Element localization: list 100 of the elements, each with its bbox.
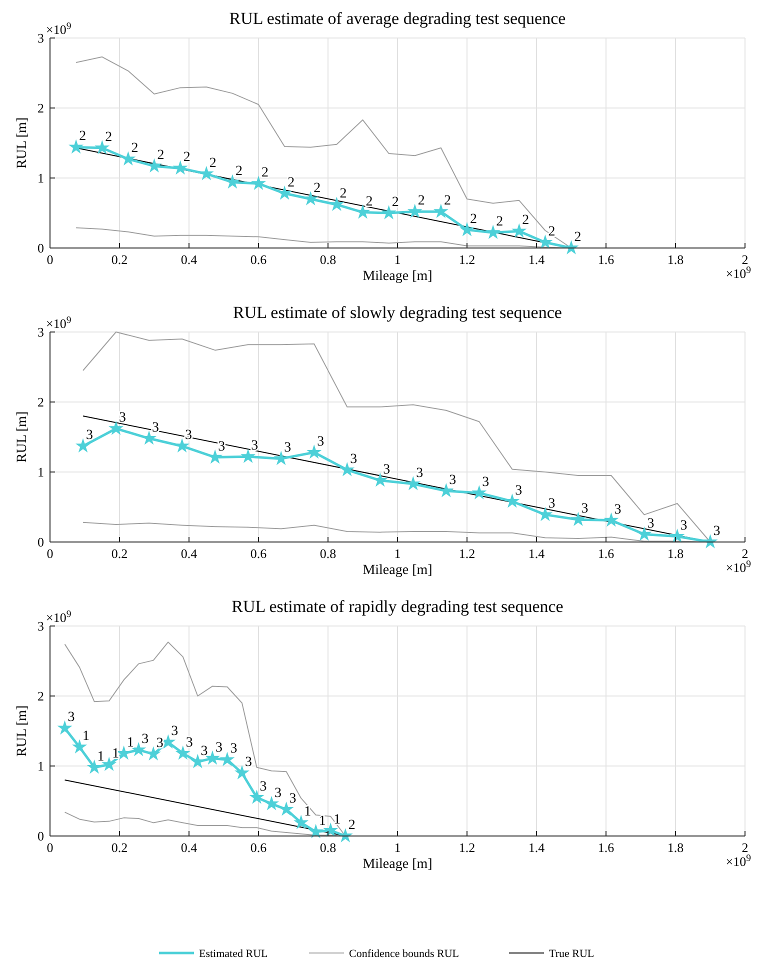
point [433, 204, 448, 218]
y-tick-label: 2 [38, 394, 44, 410]
annotation: 2 [548, 224, 556, 240]
y-tick-label: 1 [38, 464, 44, 480]
x-tick-label: 2 [742, 840, 748, 855]
legend-label: Confidence bounds RUL [349, 948, 460, 960]
x-tick-label: 0.4 [180, 840, 198, 855]
y-tick-label: 0 [38, 534, 44, 550]
annotation: 2 [496, 214, 504, 230]
text: ×10$^{9}$ [726, 852, 752, 869]
annotation: 1 [334, 812, 341, 828]
point [604, 512, 619, 527]
x-tick-label: 1 [394, 840, 401, 855]
point [538, 234, 553, 249]
point [264, 796, 280, 810]
point [381, 205, 396, 220]
annotation: 2 [392, 195, 399, 210]
annotation: 3 [119, 410, 126, 426]
point [570, 512, 586, 526]
y-axis-title: RUL [m] [15, 705, 30, 757]
annotation: 1 [318, 814, 326, 829]
x-tick-label: 1.8 [667, 840, 684, 855]
x-tick-label: 1.6 [598, 840, 615, 855]
x-tick-label: 0.2 [111, 840, 128, 855]
x-tick-label: 1.2 [458, 840, 476, 855]
point [108, 420, 124, 435]
y-tick-label: 2 [38, 100, 44, 116]
annotation: 3 [142, 732, 149, 747]
annotation: 2 [262, 166, 268, 181]
annotation: 2 [522, 213, 530, 228]
text: ×10$^{9}$ [726, 264, 752, 281]
point [94, 140, 110, 154]
annotation: 2 [131, 141, 138, 156]
y-tick-label: 2 [38, 688, 44, 704]
x-tick-label: 1.6 [598, 252, 615, 267]
point [277, 186, 292, 200]
annotation: 2 [574, 230, 582, 245]
annotation: 3 [215, 740, 222, 756]
point [190, 754, 206, 768]
point [174, 438, 190, 452]
y-tick-label: 0 [38, 828, 44, 844]
annotation: 2 [348, 818, 356, 833]
point [172, 160, 188, 175]
y-axis-title: RUL [m] [15, 411, 30, 463]
annotation: 3 [289, 791, 296, 806]
x-tick-label: 0.2 [111, 546, 128, 561]
y-tick-label: 0 [38, 240, 44, 256]
annotation: 3 [244, 755, 252, 770]
point [68, 139, 84, 154]
annotation: 3 [416, 466, 424, 481]
annotation: 3 [614, 502, 622, 518]
x-tick-label: 2 [742, 252, 748, 267]
annotation: 2 [470, 212, 477, 227]
point [329, 196, 344, 211]
annotation: 2 [340, 186, 347, 202]
y-axis-title: RUL [m] [15, 117, 30, 169]
point [306, 444, 322, 459]
x-axis-title: Mileage [m] [362, 857, 432, 872]
annotation: 3 [68, 710, 75, 726]
x-tick-label: 0.4 [180, 546, 198, 561]
x-tick-label: 0.2 [111, 252, 128, 267]
x-tick-label: 0.4 [180, 252, 198, 267]
annotation: 2 [105, 130, 112, 145]
x-tick-label: 1 [394, 546, 401, 561]
x-tick-label: 1.2 [458, 546, 476, 561]
x-tick-label: 1.6 [598, 546, 615, 561]
annotation: 3 [230, 742, 238, 757]
x-tick-label: 1.8 [667, 252, 684, 267]
annotation: 3 [680, 518, 688, 534]
annotation: 3 [581, 502, 588, 517]
point [538, 506, 553, 522]
x-tick-label: 1.8 [667, 546, 684, 561]
point [459, 222, 475, 236]
point [472, 485, 487, 500]
annotation: 2 [314, 181, 321, 196]
annotation: 2 [235, 164, 242, 180]
point [486, 224, 501, 239]
y-tick-label: 3 [38, 324, 44, 340]
annotation: 3 [218, 439, 226, 454]
annotation: 3 [317, 434, 324, 450]
point [249, 790, 264, 804]
x-tick-label: 1.2 [458, 252, 476, 267]
annotation: 2 [157, 148, 164, 164]
text: ×10$^{9}$ [46, 314, 72, 331]
annotation: 3 [274, 786, 282, 801]
x-axis-title: Mileage [m] [362, 563, 432, 578]
x-tick-label: 1.4 [528, 546, 546, 561]
annotation: 1 [97, 749, 104, 764]
chart-title: RUL estimate of slowly degrading test sequence [233, 303, 562, 322]
annotation: 3 [449, 472, 456, 488]
annotation: 3 [383, 462, 390, 478]
annotation: 3 [156, 736, 164, 752]
chart-title: RUL estimate of rapidly degrading test sequence [232, 597, 564, 616]
point [702, 534, 718, 548]
y-tick-label: 1 [38, 170, 44, 186]
point [294, 814, 309, 830]
annotation: 1 [304, 804, 312, 820]
text: ×10$^{9}$ [726, 558, 752, 575]
x-tick-label: 1.4 [528, 252, 546, 267]
point [308, 824, 324, 838]
